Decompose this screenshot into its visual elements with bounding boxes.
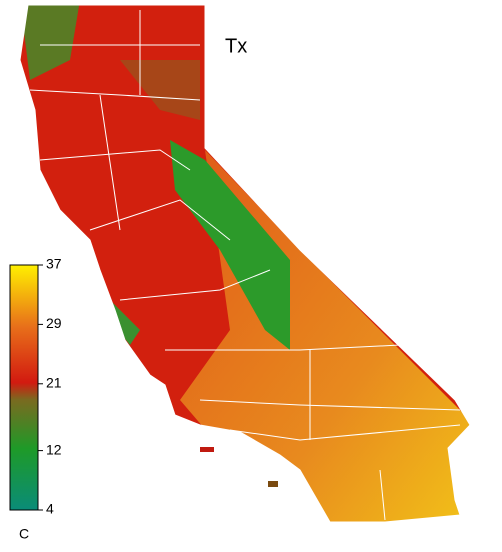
colorbar-unit: C [19, 526, 29, 542]
colorbar-tick-label: 4 [46, 501, 54, 517]
colorbar-tick-label: 12 [46, 441, 62, 457]
colorbar-tick-label: 21 [46, 374, 62, 390]
colorbar [9, 264, 39, 511]
island [200, 447, 214, 452]
state-outline [19, 4, 471, 523]
map-title: Tx [225, 35, 247, 57]
colorbar-tick-label: 29 [46, 315, 62, 331]
island [268, 481, 278, 487]
colorbar-tick-label: 37 [46, 256, 62, 272]
county-borders [29, 10, 461, 521]
